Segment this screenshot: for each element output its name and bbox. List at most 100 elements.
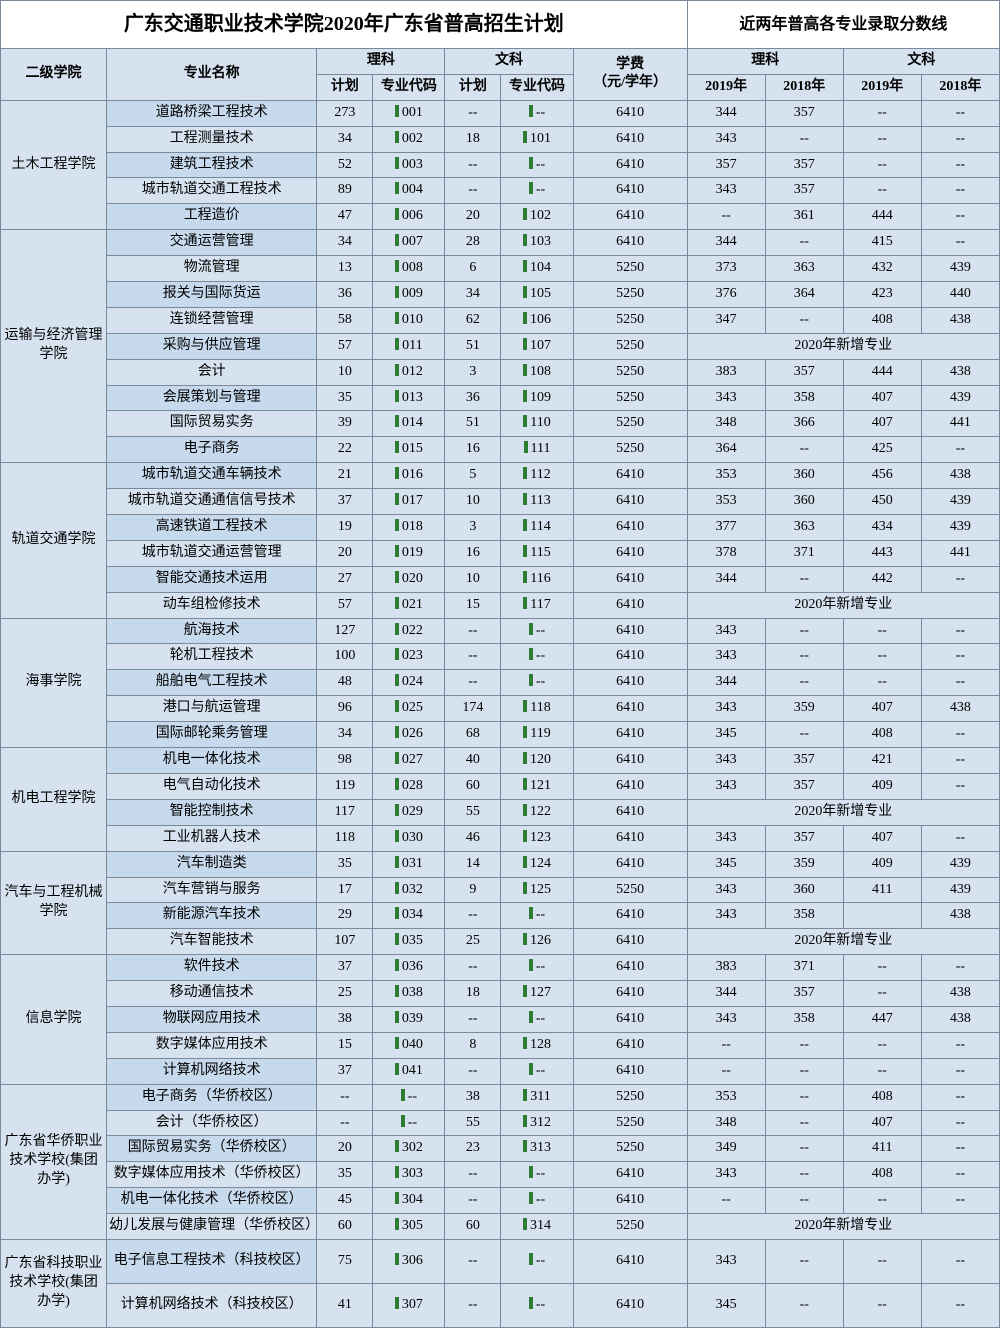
code-marker — [529, 623, 536, 638]
major-cell: 电子商务（华侨校区） — [107, 1084, 317, 1110]
score-cell: 377 — [687, 515, 765, 541]
score-cell: -- — [765, 437, 843, 463]
code-marker — [523, 131, 530, 146]
college-cell: 海事学院 — [1, 618, 107, 747]
data-cell: 116 — [501, 566, 573, 592]
table-row: 高速铁道工程技术1901831146410377363434439 — [1, 515, 1000, 541]
data-cell: -- — [445, 1162, 501, 1188]
data-cell: 60 — [317, 1214, 373, 1240]
data-cell: 55 — [445, 1110, 501, 1136]
code-marker — [523, 312, 530, 327]
code-marker — [523, 234, 530, 249]
code-marker — [523, 338, 530, 353]
data-cell: 029 — [373, 799, 445, 825]
code-marker — [395, 959, 402, 974]
data-cell: 022 — [373, 618, 445, 644]
data-cell: 6410 — [573, 100, 687, 126]
score-cell: 360 — [765, 463, 843, 489]
code-marker — [523, 571, 530, 586]
major-cell: 国际邮轮乘务管理 — [107, 722, 317, 748]
table-row: 新能源汽车技术29034----6410343358438 — [1, 903, 1000, 929]
college-cell: 广东省华侨职业技术学校(集团办学) — [1, 1084, 107, 1239]
code-marker — [523, 933, 530, 948]
score-cell: -- — [687, 1188, 765, 1214]
data-cell: 013 — [373, 385, 445, 411]
score-cell: -- — [921, 152, 999, 178]
score-cell: 425 — [843, 437, 921, 463]
score-cell: -- — [765, 1283, 843, 1327]
data-cell: 273 — [317, 100, 373, 126]
data-cell: 5 — [445, 463, 501, 489]
data-cell: 46 — [445, 825, 501, 851]
code-marker — [529, 1063, 536, 1078]
score-cell: -- — [765, 670, 843, 696]
score-cell: 357 — [687, 152, 765, 178]
data-cell: 6410 — [573, 126, 687, 152]
score-cell: 407 — [843, 385, 921, 411]
code-marker — [523, 467, 530, 482]
score-cell: -- — [687, 1032, 765, 1058]
data-cell: 14 — [445, 851, 501, 877]
score-cell: -- — [921, 1239, 999, 1283]
code-marker — [523, 1218, 530, 1233]
data-cell: 010 — [373, 307, 445, 333]
data-cell: 5250 — [573, 359, 687, 385]
data-cell: 020 — [373, 566, 445, 592]
data-cell: -- — [501, 1058, 573, 1084]
code-marker — [395, 804, 402, 819]
code-marker — [401, 1115, 408, 1130]
score-cell: 378 — [687, 540, 765, 566]
data-cell: 6410 — [573, 515, 687, 541]
data-cell: 303 — [373, 1162, 445, 1188]
major-cell: 机电一体化技术（华侨校区） — [107, 1188, 317, 1214]
score-cell: 439 — [921, 515, 999, 541]
data-cell: 45 — [317, 1188, 373, 1214]
data-cell: 20 — [317, 540, 373, 566]
data-cell: -- — [445, 618, 501, 644]
data-cell: -- — [445, 178, 501, 204]
data-cell: 035 — [373, 929, 445, 955]
score-cell: 408 — [843, 722, 921, 748]
score-cell: -- — [765, 1058, 843, 1084]
data-cell: 40 — [445, 748, 501, 774]
data-cell: 6410 — [573, 540, 687, 566]
table-row: 物联网应用技术38039----6410343358447438 — [1, 1006, 1000, 1032]
table-row: 国际邮轮乘务管理34026681196410345--408-- — [1, 722, 1000, 748]
col-arts-2018: 2018年 — [921, 74, 999, 100]
score-cell: 441 — [921, 540, 999, 566]
code-marker — [395, 390, 402, 405]
data-cell: 6410 — [573, 489, 687, 515]
table-row: 会计1001231085250383357444438 — [1, 359, 1000, 385]
data-cell: 20 — [445, 204, 501, 230]
code-marker — [395, 493, 402, 508]
data-cell: 019 — [373, 540, 445, 566]
data-cell: 009 — [373, 282, 445, 308]
data-cell: 114 — [501, 515, 573, 541]
code-marker — [523, 286, 530, 301]
data-cell: 51 — [445, 411, 501, 437]
major-cell: 国际贸易实务（华侨校区） — [107, 1136, 317, 1162]
data-cell: 112 — [501, 463, 573, 489]
code-marker — [523, 1089, 530, 1104]
score-cell: 343 — [687, 126, 765, 152]
score-cell: 407 — [843, 1110, 921, 1136]
data-cell: 57 — [317, 333, 373, 359]
table-row: 工业机器人技术118030461236410343357407-- — [1, 825, 1000, 851]
data-cell: 41 — [317, 1283, 373, 1327]
score-cell: -- — [921, 1283, 999, 1327]
code-marker — [395, 830, 402, 845]
data-cell: -- — [445, 903, 501, 929]
score-cell: -- — [765, 1084, 843, 1110]
code-marker — [395, 545, 402, 560]
code-marker — [395, 105, 402, 120]
score-cell: 407 — [843, 825, 921, 851]
data-cell: 47 — [317, 204, 373, 230]
code-marker — [523, 752, 530, 767]
score-cell: 439 — [921, 877, 999, 903]
major-cell: 汽车制造类 — [107, 851, 317, 877]
score-cell: 409 — [843, 773, 921, 799]
table-row: 幼儿发展与健康管理（华侨校区）603056031452502020年新增专业 — [1, 1214, 1000, 1240]
data-cell: 6410 — [573, 1283, 687, 1327]
score-cell: 343 — [687, 903, 765, 929]
data-cell: 109 — [501, 385, 573, 411]
